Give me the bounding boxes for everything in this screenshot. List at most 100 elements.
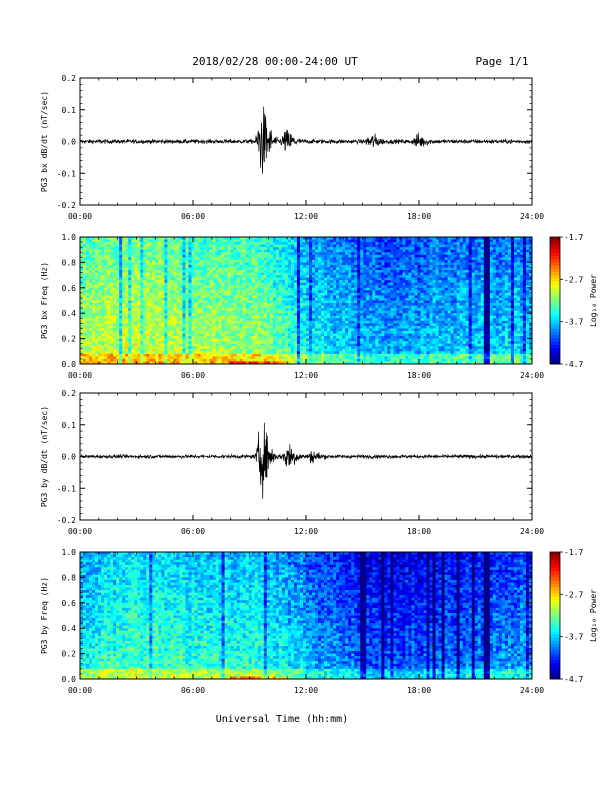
spectrogram-cell xyxy=(245,262,250,266)
spectrogram-cell xyxy=(257,303,262,306)
spectrogram-cell xyxy=(321,351,325,355)
spectrogram-cell xyxy=(161,272,165,276)
spectrogram-cell xyxy=(200,305,204,309)
spectrogram-cell xyxy=(155,290,159,294)
spectrogram-cell xyxy=(330,244,334,248)
spectrogram-cell xyxy=(342,315,346,319)
spectrogram-cell xyxy=(290,257,295,261)
spectrogram-cell xyxy=(275,280,280,284)
spectrogram-cell xyxy=(372,242,376,246)
spectrogram-cell xyxy=(122,323,126,327)
spectrogram-cell xyxy=(251,348,256,352)
spectrogram-cell xyxy=(230,257,235,261)
spectrogram-cell xyxy=(336,272,340,276)
spectrogram-cell xyxy=(369,295,373,299)
spectrogram-cell xyxy=(197,361,201,365)
spectrogram-cell xyxy=(224,361,229,365)
spectrogram-cell xyxy=(119,247,123,251)
spectrogram-cell xyxy=(230,237,235,240)
spectrogram-cell xyxy=(116,262,120,266)
spectrogram-cell xyxy=(327,315,331,319)
spectrogram-cell xyxy=(312,358,316,362)
spectrogram-cell xyxy=(179,237,183,240)
spectrogram-cell xyxy=(330,237,334,240)
spectrogram-cell xyxy=(363,254,367,258)
spectrogram-cell xyxy=(260,244,265,248)
spectrogram-cell xyxy=(119,295,123,299)
spectrogram-cell xyxy=(155,247,159,251)
spectrogram-cell xyxy=(119,254,123,258)
spectrogram-cell xyxy=(257,277,262,281)
spectrogram-cell xyxy=(110,341,114,345)
spectrogram-cell xyxy=(83,348,87,352)
spectrogram-cell xyxy=(287,239,292,243)
spectrogram-cell xyxy=(170,348,174,352)
spectrogram-cell xyxy=(227,356,232,360)
spectrogram-cell xyxy=(351,272,355,276)
spectrogram-cell xyxy=(342,277,346,281)
spectrogram-cell xyxy=(296,272,301,276)
spectrogram-cell xyxy=(218,358,223,362)
spectrogram-cell xyxy=(188,282,192,286)
spectrogram-cell xyxy=(125,330,129,334)
spectrogram-cell xyxy=(348,254,352,258)
spectrogram-cell xyxy=(179,308,183,312)
spectrogram-cell xyxy=(366,267,370,271)
spectrogram-cell xyxy=(104,237,108,240)
spectrogram-cell xyxy=(161,285,165,289)
spectrogram-cell xyxy=(330,361,334,365)
spectrogram-cell xyxy=(110,247,114,251)
spectrogram-cell xyxy=(306,242,310,246)
spectrogram-cell xyxy=(324,270,328,273)
spectrogram-cell xyxy=(333,310,337,314)
spectrogram-cell xyxy=(242,267,247,271)
spectrogram-cell xyxy=(260,358,265,362)
spectrogram-cell xyxy=(354,353,358,357)
spectrogram-cell xyxy=(140,239,144,243)
spectrogram-cell xyxy=(92,252,96,256)
spectrogram-cell xyxy=(306,237,310,240)
spectrogram-cell xyxy=(143,275,147,279)
spectrogram-cell xyxy=(170,305,174,309)
spectrogram-cell xyxy=(80,315,84,319)
spectrogram-cell xyxy=(272,318,277,322)
spectrogram-cell xyxy=(287,320,292,324)
spectrogram-cell xyxy=(272,290,277,294)
spectrogram-cell xyxy=(360,325,364,329)
spectrogram-cell xyxy=(152,310,156,314)
spectrogram-cell xyxy=(86,285,90,289)
spectrogram-cell xyxy=(95,328,99,332)
spectrogram-cell xyxy=(330,285,334,289)
spectrogram-cell xyxy=(179,242,183,246)
spectrogram-cell xyxy=(242,346,247,350)
spectrogram-cell xyxy=(333,262,337,266)
spectrogram-cell xyxy=(287,277,292,281)
spectrogram-cell xyxy=(342,290,346,294)
spectrogram-cell xyxy=(312,295,316,299)
spectrogram-cell xyxy=(278,247,283,251)
spectrogram-cell xyxy=(125,305,129,309)
spectrogram-cell xyxy=(104,353,108,357)
spectrogram-cell xyxy=(366,351,370,355)
spectrogram-cell xyxy=(293,361,298,365)
spectrogram-cell xyxy=(230,270,235,273)
spectrogram-cell xyxy=(333,330,337,334)
spectrogram-cell xyxy=(98,353,102,357)
spectrogram-cell xyxy=(251,239,256,243)
spectrogram-cell xyxy=(363,310,367,314)
spectrogram-cell xyxy=(176,305,180,309)
spectrogram-cell xyxy=(302,244,307,248)
spectrogram-cell xyxy=(260,242,265,246)
spectrogram-cell xyxy=(182,290,186,294)
spectrogram-cell xyxy=(146,257,150,261)
spectrogram-cell xyxy=(284,353,289,357)
spectrogram-cell xyxy=(146,328,150,332)
spectrogram-cell xyxy=(173,239,177,243)
spectrogram-cell xyxy=(366,252,370,256)
spectrogram-cell xyxy=(167,346,171,350)
spectrogram-cell xyxy=(354,310,358,314)
spectrogram-cell xyxy=(179,292,183,296)
spectrogram-cell xyxy=(155,328,159,332)
spectrogram-cell xyxy=(101,318,105,322)
spectrogram-cell xyxy=(315,280,319,284)
